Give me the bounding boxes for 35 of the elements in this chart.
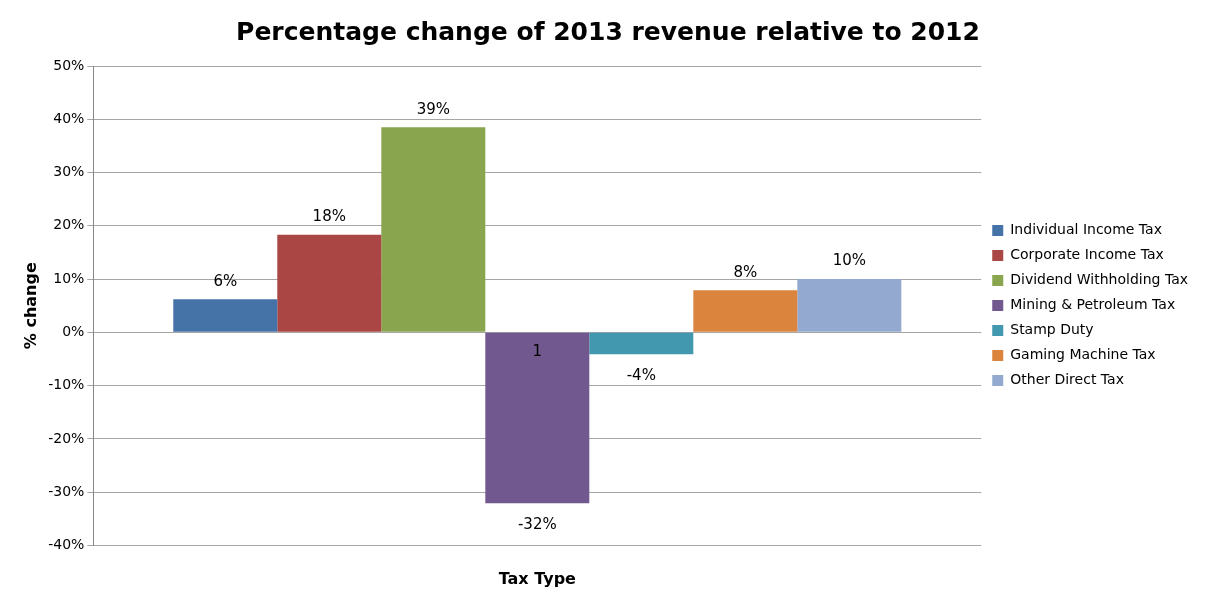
bar	[173, 299, 278, 332]
y-tick-label: -10%	[48, 376, 85, 393]
bar	[589, 332, 694, 355]
data-label: 10%	[832, 251, 866, 270]
legend-label: Dividend Withholding Tax	[1010, 271, 1189, 288]
legend-label: Gaming Machine Tax	[1010, 346, 1156, 363]
y-tick-label: -30%	[48, 482, 85, 499]
data-label: 18%	[312, 207, 346, 226]
y-tick-label: 0%	[62, 322, 85, 339]
bar	[693, 290, 798, 332]
y-tick-label: 20%	[53, 216, 85, 233]
bar	[797, 279, 902, 332]
legend-label: Mining & Petroleum Tax	[1010, 296, 1176, 313]
legend-label: Individual Income Tax	[1010, 221, 1162, 238]
data-label: 39%	[416, 99, 450, 118]
data-label: 6%	[213, 271, 238, 290]
legend-label: Stamp Duty	[1010, 321, 1094, 338]
y-tick-label: 30%	[53, 163, 85, 180]
y-tick-label: 40%	[53, 109, 85, 126]
y-tick-label: 50%	[53, 56, 85, 73]
bar	[381, 127, 486, 332]
data-label: 8%	[733, 262, 758, 281]
annotation: 1	[532, 341, 543, 360]
y-tick-label: 10%	[53, 269, 85, 286]
x-axis-title: Tax Type	[498, 568, 577, 588]
legend-label: Corporate Income Tax	[1010, 246, 1164, 263]
bar	[485, 332, 590, 504]
data-label: -4%	[626, 365, 656, 384]
y-tick-label: -20%	[48, 429, 85, 446]
y-axis-title: % change	[20, 262, 40, 350]
data-label: -32%	[517, 514, 557, 533]
y-tick-label: -40%	[48, 536, 85, 553]
legend-label: Other Direct Tax	[1010, 371, 1124, 388]
chart-title: Percentage change of 2013 revenue relative to 2012	[236, 16, 980, 46]
bar	[277, 234, 382, 332]
